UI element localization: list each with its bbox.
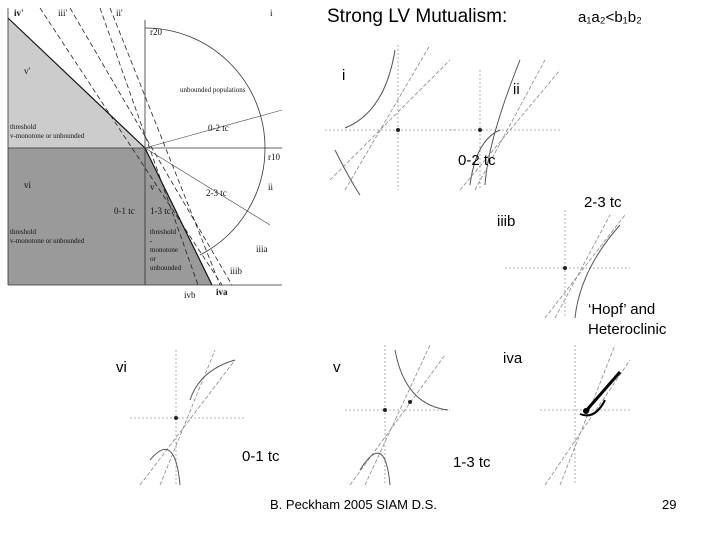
panel-label: ii bbox=[513, 81, 520, 98]
boundary bbox=[144, 147, 213, 286]
equilibrium bbox=[396, 128, 400, 132]
panel-label: Heteroclinic bbox=[588, 321, 667, 338]
diagram-label: or bbox=[150, 255, 157, 263]
trajectory bbox=[149, 359, 236, 486]
curve bbox=[144, 109, 283, 149]
diagram-label: v-monotone or unbounded bbox=[10, 132, 85, 140]
title-condition: a₁a₂<b₁b₂ bbox=[578, 9, 642, 26]
nullcline bbox=[554, 214, 611, 319]
trajectory bbox=[579, 399, 606, 417]
diagram-label: ii bbox=[268, 182, 274, 192]
phase-portrait-ii bbox=[450, 59, 561, 191]
phase-portrait-iva bbox=[540, 344, 631, 486]
equilibrium bbox=[174, 416, 178, 420]
panel-label: i bbox=[342, 67, 345, 84]
diagram-label: 2-3 tc bbox=[206, 188, 227, 198]
footer-credit: B. Peckham 2005 SIAM D.S. bbox=[270, 497, 437, 512]
diagram-label: unbounded bbox=[150, 264, 182, 272]
diagram-label: i bbox=[270, 8, 273, 18]
panel-label: ‘Hopf’ and bbox=[588, 301, 655, 318]
diagram-label: threshold bbox=[10, 123, 37, 131]
nullcline bbox=[329, 59, 451, 181]
trajectory bbox=[574, 224, 621, 319]
title: Strong LV Mutualism: bbox=[327, 6, 507, 27]
panel-label: vi bbox=[116, 359, 127, 376]
equilibrium bbox=[408, 400, 412, 404]
diagram-label: v bbox=[150, 182, 155, 192]
equilibrium bbox=[383, 408, 387, 412]
diagram-label: iva bbox=[216, 287, 228, 297]
nullcline bbox=[364, 344, 431, 486]
trajectory bbox=[469, 59, 521, 186]
panel-label: 1-3 tc bbox=[453, 454, 491, 471]
phase-portrait-i bbox=[325, 44, 455, 196]
panel-label: iva bbox=[503, 350, 523, 367]
diagram-label: iiia bbox=[256, 244, 268, 254]
diagram-label: 0-2 tc bbox=[208, 123, 229, 133]
panel-label: 0-1 tc bbox=[242, 448, 280, 465]
diagram-label: iiib bbox=[230, 266, 243, 276]
page-number: 29 bbox=[662, 497, 676, 512]
nullcline bbox=[349, 354, 446, 486]
curve bbox=[39, 7, 223, 286]
boundary bbox=[7, 17, 146, 149]
equilibrium bbox=[563, 266, 567, 270]
diagram-label: iv' bbox=[14, 8, 24, 18]
diagram-label: v-monotone or unbounded bbox=[10, 237, 85, 245]
diagram-label: threshold bbox=[10, 228, 37, 236]
phase-portrait-v bbox=[345, 344, 450, 486]
panel-label: v bbox=[333, 359, 341, 376]
nullcline bbox=[544, 214, 626, 319]
trajectory bbox=[334, 49, 396, 196]
diagram-label: ivb bbox=[184, 290, 196, 300]
trajectory bbox=[359, 349, 449, 486]
diagram-label: r20 bbox=[150, 27, 162, 37]
panel-label: 2-3 tc bbox=[584, 194, 622, 211]
curve bbox=[99, 7, 199, 286]
diagram-label: 1-3 tc bbox=[150, 206, 171, 216]
diagram-label: monotone bbox=[150, 246, 178, 254]
curve bbox=[109, 7, 221, 286]
diagram-label: unbounded populations bbox=[180, 86, 246, 94]
nullcline bbox=[474, 59, 546, 191]
nullcline bbox=[159, 349, 216, 486]
phase-portrait-vi bbox=[130, 349, 245, 486]
panel-label: 0-2 tc bbox=[458, 152, 496, 169]
diagram-label: iii' bbox=[58, 8, 68, 18]
nullcline bbox=[544, 359, 631, 486]
nullcline bbox=[459, 69, 561, 191]
parameter-diagram: iv' iii' ii' i r20 v' unbounded populati… bbox=[7, 7, 283, 300]
diagram-label: r10 bbox=[268, 152, 280, 162]
diagram-label: ii' bbox=[116, 8, 123, 18]
curve bbox=[144, 147, 271, 226]
diagram-label: vi bbox=[24, 180, 32, 190]
equilibrium bbox=[583, 408, 589, 414]
diagram-label: threshold bbox=[150, 228, 177, 236]
diagram-label: 0-1 tc bbox=[114, 206, 135, 216]
phase-portrait-iiib bbox=[505, 210, 630, 319]
diagram-label: - bbox=[150, 237, 153, 245]
region-dark bbox=[8, 148, 212, 285]
equilibrium bbox=[478, 128, 482, 132]
trajectory bbox=[583, 371, 622, 413]
nullcline bbox=[344, 44, 431, 191]
nullcline bbox=[139, 359, 236, 486]
circle bbox=[144, 27, 266, 256]
panel-label: iiib bbox=[497, 213, 515, 230]
diagram-label: v' bbox=[24, 66, 31, 76]
